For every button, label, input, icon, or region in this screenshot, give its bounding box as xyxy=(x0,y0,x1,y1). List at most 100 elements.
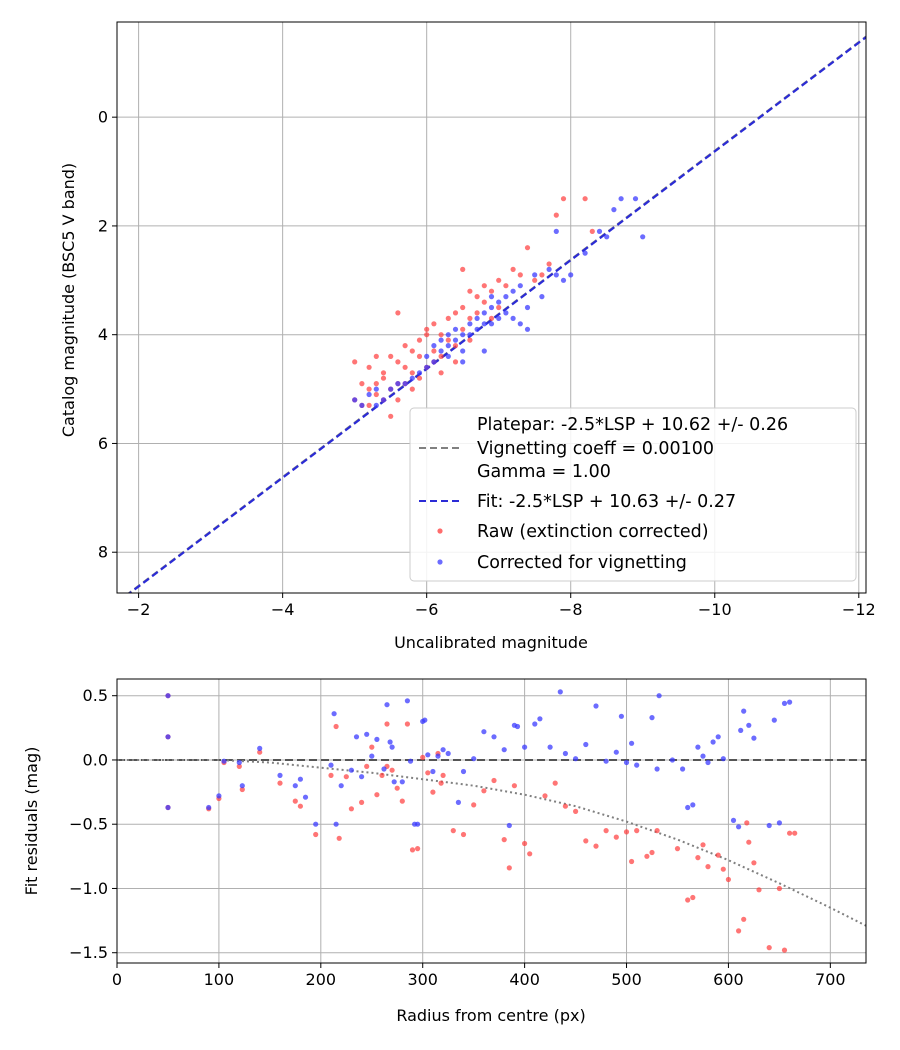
data-point xyxy=(467,315,473,321)
data-point xyxy=(438,332,444,338)
data-point xyxy=(359,381,365,387)
data-point xyxy=(474,326,480,332)
data-point xyxy=(395,397,401,403)
y-tick-label: −1.0 xyxy=(69,879,108,898)
data-point xyxy=(488,288,495,294)
data-point xyxy=(514,723,521,730)
data-point xyxy=(450,828,456,834)
data-point xyxy=(409,348,415,354)
data-point xyxy=(297,776,303,782)
data-point xyxy=(430,768,436,775)
data-point xyxy=(738,727,744,734)
data-point xyxy=(613,749,619,755)
data-point xyxy=(404,721,410,727)
data-point xyxy=(503,310,509,316)
data-point xyxy=(700,842,706,848)
data-point xyxy=(431,348,437,354)
data-point xyxy=(460,768,467,775)
data-point xyxy=(491,734,497,740)
data-point xyxy=(409,370,415,376)
data-point xyxy=(373,353,379,359)
data-point xyxy=(404,698,410,704)
data-point xyxy=(445,332,451,338)
data-point xyxy=(685,804,691,811)
data-point xyxy=(239,783,245,789)
data-point xyxy=(221,758,227,764)
data-point xyxy=(388,386,394,392)
data-point xyxy=(503,283,509,289)
data-point xyxy=(496,299,502,305)
calibration-plot: −2 −4 −6 −8 −10 −12 0 2 4 6 8 Uncalibrated magnit… xyxy=(59,21,876,652)
data-point xyxy=(409,847,416,853)
data-point xyxy=(460,304,466,311)
data-point xyxy=(409,375,415,381)
data-point xyxy=(395,381,401,387)
data-point xyxy=(216,793,222,799)
x-tick-label: −10 xyxy=(698,600,732,619)
data-point xyxy=(583,838,589,844)
data-point xyxy=(674,846,681,852)
data-point xyxy=(471,756,477,762)
data-point xyxy=(422,717,428,723)
data-point xyxy=(690,894,696,901)
data-point xyxy=(560,277,567,283)
data-point xyxy=(302,794,309,800)
data-point xyxy=(481,788,487,794)
data-point xyxy=(593,843,599,849)
data-point xyxy=(634,762,640,768)
data-point xyxy=(510,266,516,272)
y-tick-label: 0 xyxy=(98,108,108,127)
data-point xyxy=(424,364,430,370)
data-point xyxy=(402,343,408,349)
data-point xyxy=(471,802,477,808)
data-point xyxy=(781,947,788,953)
data-point xyxy=(431,321,437,327)
data-point xyxy=(603,828,609,834)
data-point xyxy=(553,272,559,278)
data-point xyxy=(343,774,349,780)
legend-vignetting-label: Vignetting coeff = 0.00100 xyxy=(477,439,714,459)
y-tick-label: −1.5 xyxy=(69,943,108,962)
data-point xyxy=(333,723,339,730)
data-point xyxy=(467,321,473,327)
data-point xyxy=(741,708,747,714)
data-point xyxy=(425,770,431,776)
y-tick-label: 8 xyxy=(98,543,108,562)
data-point xyxy=(705,864,711,870)
data-point xyxy=(336,835,342,841)
data-point xyxy=(517,272,523,278)
data-point xyxy=(424,353,430,359)
data-point xyxy=(460,348,466,354)
data-point xyxy=(292,798,298,804)
data-point xyxy=(546,261,552,267)
data-point xyxy=(517,283,523,289)
data-point xyxy=(374,736,380,743)
data-point xyxy=(165,804,171,811)
data-point xyxy=(720,756,726,762)
residuals-reference-lines xyxy=(117,758,866,927)
data-point xyxy=(771,717,777,723)
data-point xyxy=(792,830,798,836)
data-point xyxy=(445,337,451,343)
data-point xyxy=(690,802,696,808)
x-tick-label: 300 xyxy=(407,970,438,989)
x-tick-label: 700 xyxy=(815,970,846,989)
fit-line-fit xyxy=(128,36,866,593)
data-point xyxy=(532,721,538,727)
data-point xyxy=(532,277,538,283)
data-point xyxy=(537,716,543,722)
x-tick-label: −6 xyxy=(415,600,439,619)
data-point xyxy=(532,272,538,278)
data-point xyxy=(379,772,385,779)
data-point xyxy=(424,326,430,332)
data-point xyxy=(506,822,512,829)
data-point xyxy=(389,744,395,750)
data-point xyxy=(474,310,480,316)
data-point xyxy=(700,753,706,759)
data-point xyxy=(373,402,379,408)
y-tick-label: −0.5 xyxy=(69,815,108,834)
data-point xyxy=(416,375,423,381)
data-point xyxy=(460,326,466,332)
data-point xyxy=(467,337,473,343)
data-point xyxy=(474,294,480,300)
